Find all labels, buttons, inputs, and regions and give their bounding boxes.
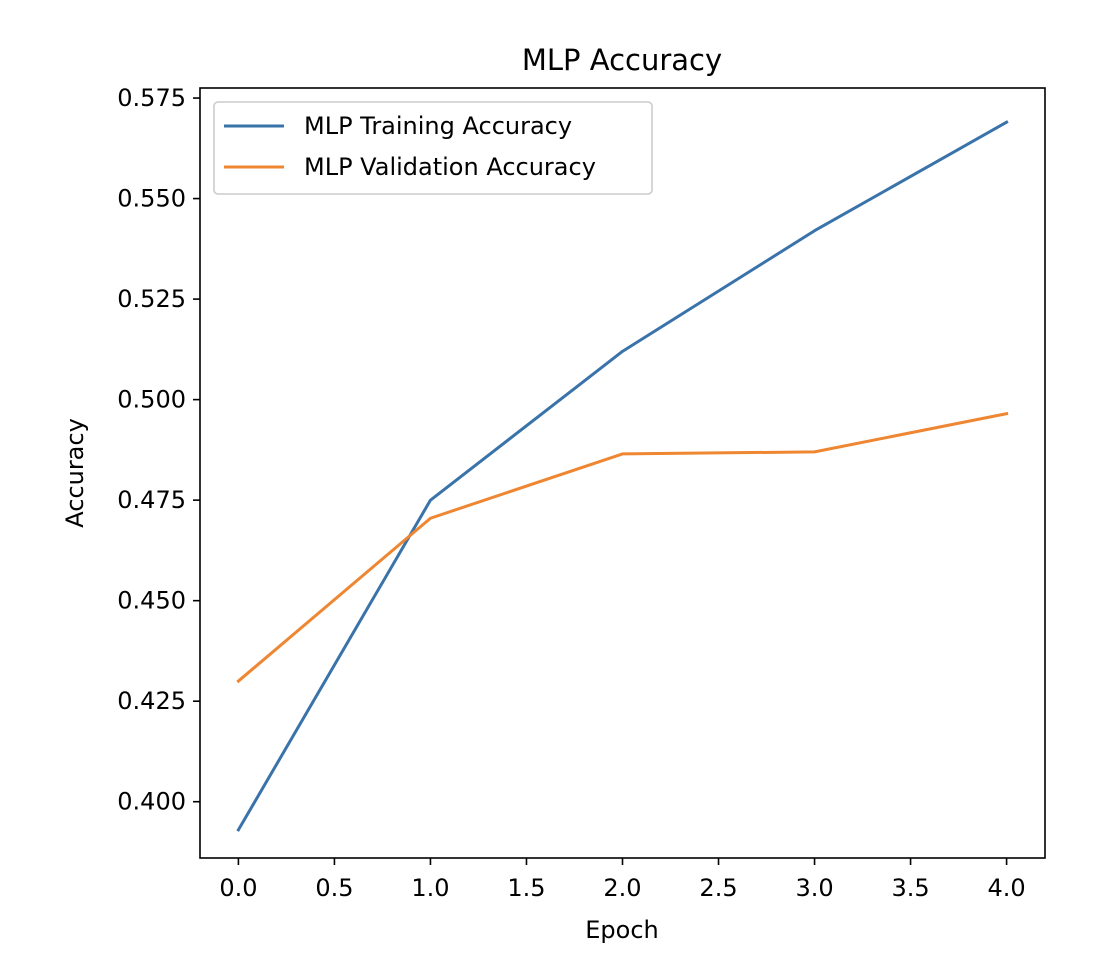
x-tick-label: 4.0: [988, 874, 1026, 902]
x-tick-label: 1.0: [411, 874, 449, 902]
plot-frame: [199, 87, 1046, 859]
y-tick-label: 0.400: [117, 788, 186, 816]
y-tick-label: 0.550: [117, 185, 186, 213]
y-tick-label: 0.575: [117, 84, 186, 112]
x-tick-label: 1.5: [507, 874, 545, 902]
chart-title: MLP Accuracy: [522, 43, 722, 77]
legend-label-training: MLP Training Accuracy: [304, 112, 572, 140]
x-tick-label: 2.0: [603, 874, 641, 902]
x-tick-label: 0.0: [219, 874, 257, 902]
y-tick-label: 0.525: [117, 285, 186, 313]
y-axis-ticks: 0.400 0.425 0.450 0.475 0.500 0.525 0.550 0.575: [117, 84, 200, 816]
y-tick-label: 0.425: [117, 687, 186, 715]
legend-box: [213, 101, 653, 195]
legend: MLP Training Accuracy MLP Validation Acc…: [213, 101, 653, 195]
x-tick-label: 2.5: [699, 874, 737, 902]
x-axis-label: Epoch: [585, 916, 659, 944]
x-tick-label: 3.5: [891, 874, 929, 902]
x-axis-ticks: 0.0 0.5 1.0 1.5 2.0 2.5 3.0 3.5 4.0: [219, 858, 1026, 902]
y-tick-label: 0.450: [117, 587, 186, 615]
series-lines: [236, 120, 1009, 832]
legend-label-validation: MLP Validation Accuracy: [304, 153, 596, 181]
y-tick-label: 0.500: [117, 386, 186, 414]
x-tick-label: 3.0: [795, 874, 833, 902]
y-tick-label: 0.475: [117, 486, 186, 514]
y-axis-label: Accuracy: [61, 418, 89, 528]
series-line-validation: [236, 411, 1009, 684]
x-tick-label: 0.5: [315, 874, 353, 902]
series-line-training: [236, 120, 1009, 832]
